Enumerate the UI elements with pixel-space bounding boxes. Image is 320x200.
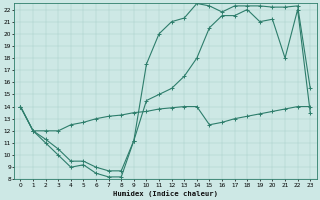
X-axis label: Humidex (Indice chaleur): Humidex (Indice chaleur) <box>113 190 218 197</box>
